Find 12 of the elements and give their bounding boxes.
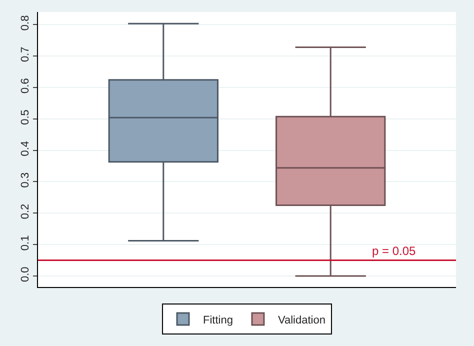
- y-tick-label: 0.8: [20, 15, 32, 31]
- y-tick-label: 0.0: [20, 266, 32, 282]
- y-tick-label: 0.4: [20, 140, 32, 156]
- y-tick-label: 0.1: [20, 235, 32, 251]
- y-tick-label: 0.6: [20, 78, 32, 94]
- y-tick-label: 0.7: [20, 46, 32, 62]
- ref-line-label: p = 0.05: [372, 244, 416, 258]
- y-tick-label: 0.2: [20, 204, 32, 220]
- legend-label: Validation: [278, 314, 326, 326]
- legend-label: Fitting: [203, 314, 233, 326]
- y-tick-label: 0.3: [20, 172, 32, 188]
- y-tick-label: 0.5: [20, 110, 32, 125]
